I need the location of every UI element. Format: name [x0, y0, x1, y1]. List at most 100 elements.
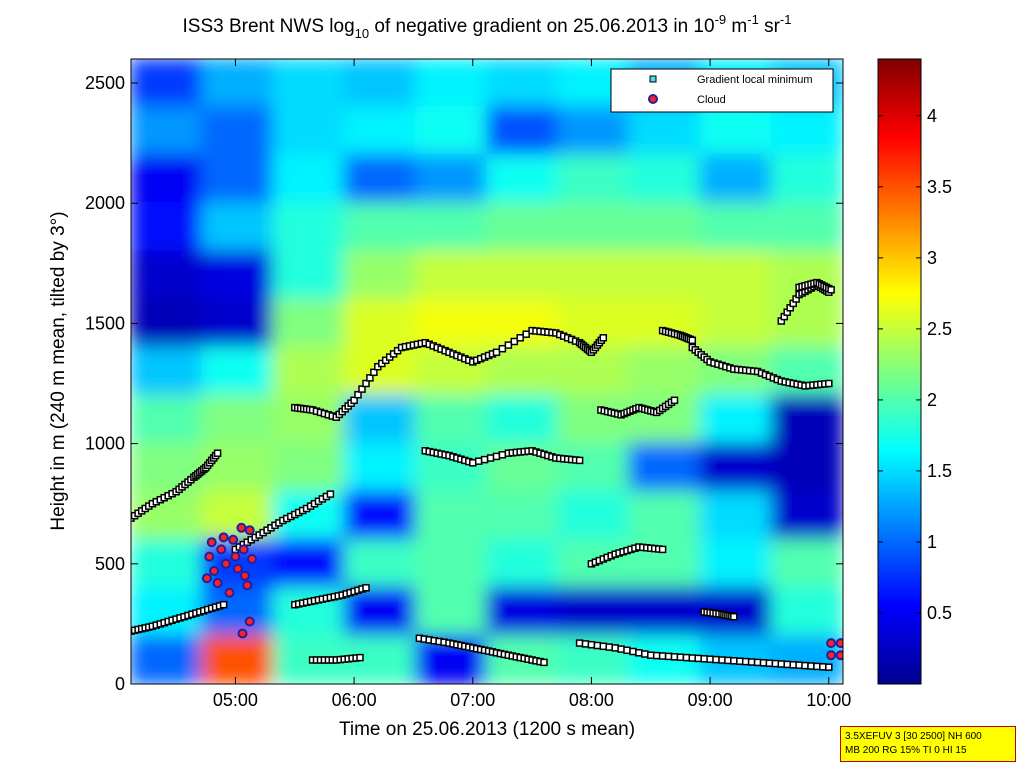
- heatmap-cell: [201, 250, 275, 301]
- colorbar-tick-label: 2: [927, 390, 937, 410]
- heatmap-cell: [699, 202, 773, 253]
- heatmap-cell: [343, 490, 417, 541]
- gradient-minimum-point: [629, 647, 637, 656]
- gradient-minimum-point: [219, 600, 228, 609]
- heatmap-cell: [343, 154, 417, 205]
- chart-title: ISS3 Brent NWS log10 of negative gradien…: [183, 12, 792, 41]
- heatmap-cell: [131, 202, 204, 253]
- gradient-minimum-point: [641, 650, 649, 658]
- heatmap-cell: [486, 394, 560, 445]
- cloud-point: [244, 525, 255, 536]
- heatmap-cell: [414, 106, 488, 157]
- heatmap-cell: [414, 586, 488, 637]
- gradient-minimum-point: [801, 661, 809, 670]
- heatmap-cell: [770, 394, 843, 445]
- heatmap-cell: [557, 202, 631, 253]
- gradient-minimum-point: [694, 654, 702, 663]
- heatmap-cell: [557, 442, 631, 493]
- gradient-minimum-point: [575, 456, 584, 465]
- gradient-minimum-point: [825, 663, 833, 671]
- gradient-minimum-point: [730, 612, 738, 621]
- heatmap-cell: [201, 442, 275, 493]
- info-box: 3.5XEFUV 3 [30 2500] NH 600 MB 200 RG 15…: [840, 726, 1016, 762]
- x-tick-label: 10:00: [806, 690, 851, 710]
- x-tick-label: 06:00: [332, 690, 377, 710]
- gradient-minimum-point: [741, 657, 750, 666]
- heatmap-cell: [557, 106, 631, 157]
- heatmap-cell: [201, 106, 275, 157]
- heatmap-cell: [131, 59, 204, 109]
- x-axis-label: Time on 25.06.2013 (1200 s mean): [339, 719, 635, 740]
- gradient-minimum-point: [617, 645, 625, 653]
- cloud-point: [212, 578, 223, 588]
- cloud-point: [239, 570, 250, 581]
- gradient-minimum-point: [358, 385, 366, 393]
- y-tick-label: 1500: [85, 313, 125, 333]
- cloud-point: [230, 551, 241, 562]
- x-tick-label: 09:00: [688, 690, 733, 710]
- gradient-minimum-markers: [131, 278, 835, 671]
- cloud-point: [242, 580, 253, 591]
- heatmap-cell: [557, 154, 631, 205]
- heatmap-cell: [343, 106, 417, 157]
- gradient-minimum-point: [759, 659, 768, 667]
- heatmap-cell: [343, 346, 417, 397]
- heatmap-cell: [699, 538, 773, 589]
- heatmap-cell: [272, 538, 346, 589]
- gradient-minimum-point: [522, 330, 530, 338]
- y-tick-label: 2000: [85, 193, 125, 213]
- gradient-minimum-point: [611, 644, 619, 652]
- colorbar-tick-label: 3.5: [927, 177, 952, 197]
- heatmap-cell: [131, 154, 204, 205]
- cloud-point: [835, 638, 843, 649]
- heatmap-cell: [201, 154, 275, 205]
- heatmap-cell: [770, 538, 843, 589]
- heatmap-cell: [131, 298, 204, 349]
- heatmap-cell: [770, 202, 843, 253]
- cloud-point: [206, 537, 217, 548]
- cloud-point: [224, 587, 235, 598]
- heatmap-cell: [628, 490, 702, 541]
- heatmap-cell: [557, 250, 631, 301]
- colorbar-tick-label: 3: [927, 248, 937, 268]
- heatmap-cell: [486, 586, 560, 637]
- colorbar-ticks: 0.5 1 1.5 2 2.5 3 3.5 4: [878, 106, 952, 623]
- gradient-minimum-point: [670, 396, 679, 405]
- gradient-minimum-point: [213, 449, 222, 457]
- gradient-minimum-point: [670, 653, 679, 661]
- heatmap-cell: [272, 298, 346, 349]
- cloud-point: [232, 563, 243, 574]
- heatmap-cell: [414, 202, 488, 253]
- heatmap-cell: [343, 298, 417, 349]
- heatmap-cell: [343, 59, 417, 109]
- heatmap-cell: [131, 346, 204, 397]
- cloud-point: [826, 650, 837, 661]
- heatmap-cell: [201, 394, 275, 445]
- colorbar-tick-label: 1.5: [927, 461, 952, 481]
- heatmap-cell: [272, 59, 346, 109]
- gradient-minimum-point: [688, 654, 697, 662]
- gradient-minimum-point: [736, 657, 744, 665]
- gradient-minimum-point: [712, 655, 720, 664]
- gradient-minimum-point: [730, 657, 738, 665]
- heatmap-cell: [557, 586, 631, 637]
- x-axis: 05:00 06:00 07:00 08:00 09:00 10:00: [213, 59, 851, 710]
- heatmap-cell: [131, 634, 204, 684]
- heatmap-cell: [486, 154, 560, 205]
- gradient-minimum-point: [587, 640, 596, 649]
- gradient-minimum-point: [795, 661, 803, 669]
- gradient-minimum-point: [718, 656, 726, 664]
- gradient-minimum-point: [777, 660, 786, 668]
- heatmap-cell: [343, 250, 417, 301]
- gradient-minimum-point: [581, 640, 590, 648]
- gradient-minimum-point: [492, 348, 501, 357]
- gradient-minimum-point: [765, 659, 774, 667]
- heatmap-cell: [131, 538, 204, 589]
- gradient-minimum-point: [510, 337, 519, 346]
- gradient-minimum-point: [498, 451, 507, 459]
- heatmap-cell: [628, 154, 702, 205]
- heatmap-cell: [201, 634, 275, 684]
- heatmap-cell: [131, 106, 204, 157]
- cloud-point: [228, 534, 239, 545]
